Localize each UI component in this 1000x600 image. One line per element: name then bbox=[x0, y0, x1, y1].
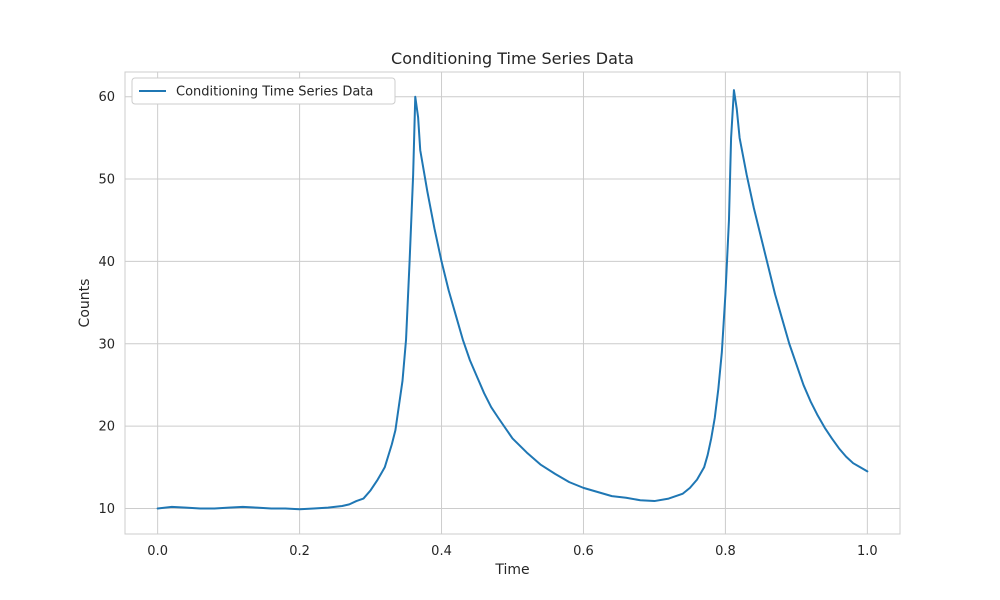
x-tick-label: 0.0 bbox=[147, 544, 168, 559]
y-tick-labels: 10 20 30 40 50 60 bbox=[98, 90, 115, 517]
legend: Conditioning Time Series Data bbox=[131, 77, 396, 105]
x-tick-label: 0.6 bbox=[573, 544, 594, 559]
grid-lines bbox=[125, 72, 900, 534]
y-tick-label: 60 bbox=[98, 90, 115, 105]
legend-entry-label: Conditioning Time Series Data bbox=[176, 85, 373, 100]
series-line bbox=[156, 89, 869, 511]
x-tick-label: 0.4 bbox=[431, 544, 452, 559]
y-tick-label: 40 bbox=[98, 255, 115, 270]
y-tick-label: 50 bbox=[98, 173, 115, 188]
y-axis-label: Counts bbox=[77, 279, 93, 328]
plot-area bbox=[124, 71, 901, 535]
x-tick-label: 0.8 bbox=[715, 544, 736, 559]
x-tick-label: 1.0 bbox=[857, 544, 878, 559]
chart-title: Conditioning Time Series Data bbox=[391, 49, 634, 68]
legend-box bbox=[131, 77, 396, 105]
x-tick-labels: 0.0 0.2 0.4 0.6 0.8 1.0 bbox=[147, 544, 877, 559]
x-axis-label: Time bbox=[494, 562, 529, 578]
y-tick-label: 20 bbox=[98, 420, 115, 435]
x-tick-label: 0.2 bbox=[289, 544, 310, 559]
series-layer bbox=[156, 89, 869, 511]
y-tick-label: 10 bbox=[98, 502, 115, 517]
y-tick-label: 30 bbox=[98, 337, 115, 352]
